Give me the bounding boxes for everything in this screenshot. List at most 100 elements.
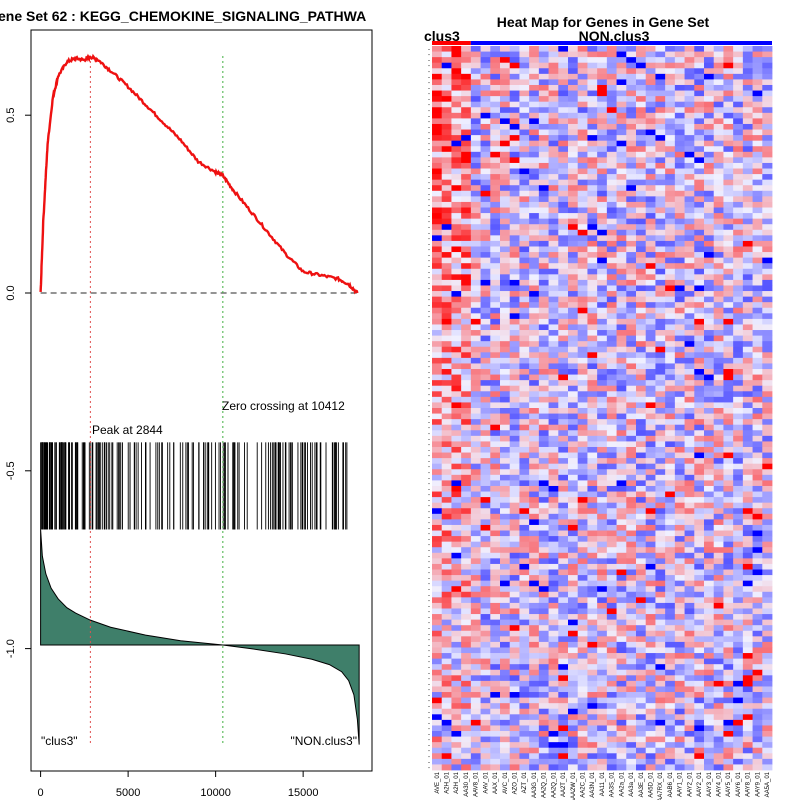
heatmap-cell [655, 497, 666, 504]
heatmap-cell [733, 313, 744, 320]
heatmap-cell [509, 274, 520, 281]
heatmap-cell [752, 252, 763, 259]
heatmap-cell [655, 502, 666, 509]
heatmap-cell [470, 497, 481, 504]
heatmap-cell [733, 252, 744, 259]
heatmap-cell [529, 497, 540, 504]
heatmap-cell [441, 725, 452, 732]
heatmap-cell [558, 758, 569, 765]
heatmap-cell [558, 179, 569, 186]
heatmap-cell [470, 491, 481, 498]
heatmap-cell [626, 207, 637, 214]
heatmap-cell [762, 602, 773, 609]
heatmap-cell [548, 224, 559, 231]
heatmap-cell [606, 263, 617, 270]
heatmap-cell [568, 190, 579, 197]
heatmap-cell [577, 731, 588, 737]
heatmap-cell [752, 224, 763, 231]
heatmap-cell [597, 274, 608, 281]
heatmap-cell [655, 196, 666, 203]
heatmap-cell [616, 619, 627, 626]
heatmap-cell [587, 391, 598, 398]
heatmap-cell [713, 396, 724, 403]
heatmap-cell [577, 369, 588, 375]
heatmap-cell [500, 157, 511, 164]
heatmap-cell [500, 151, 511, 158]
heatmap-cell [674, 207, 685, 214]
heatmap-cell [636, 419, 647, 426]
heatmap-cell [558, 463, 569, 470]
heatmap-cell [432, 380, 443, 387]
heatmap-cell [723, 318, 734, 325]
heatmap-cell [733, 396, 744, 403]
heatmap-cell [762, 558, 773, 565]
heatmap-cell [538, 185, 549, 192]
heatmap-cell [655, 96, 666, 103]
heatmap-cell [704, 90, 715, 97]
heatmap-cell [558, 201, 569, 208]
row-label: - [428, 303, 430, 309]
heatmap-cell [626, 268, 637, 275]
heatmap-cell [441, 240, 452, 247]
heatmap-cell [704, 196, 715, 203]
heatmap-cell [704, 268, 715, 275]
heatmap-cell [762, 441, 773, 448]
heatmap-cell [451, 485, 462, 492]
heatmap-cell [519, 257, 530, 264]
heatmap-cell [616, 658, 627, 665]
heatmap-cell [704, 107, 715, 114]
heatmap-cell [752, 686, 763, 693]
heatmap-cell [636, 653, 647, 660]
heatmap-cell [616, 79, 627, 86]
heatmap-cell [606, 235, 617, 242]
heatmap-cell [509, 653, 520, 660]
heatmap-cell [684, 374, 695, 381]
heatmap-cell [577, 753, 588, 760]
heatmap-cell [529, 201, 540, 208]
heatmap-cell [500, 474, 511, 481]
heatmap-cell [626, 669, 637, 676]
heatmap-cell [451, 112, 462, 119]
heatmap-cell [742, 135, 753, 142]
heatmap-cell [538, 229, 549, 236]
heatmap-cell [636, 57, 647, 64]
heatmap-cell [752, 530, 763, 537]
heatmap-cell [723, 474, 734, 481]
heatmap-cell [490, 129, 501, 136]
heatmap-cell [480, 302, 491, 309]
heatmap-cell [529, 146, 540, 153]
heatmap-cell [441, 625, 452, 632]
heatmap-cell [568, 112, 579, 119]
heatmap-cell [713, 352, 724, 359]
heatmap-cell [529, 742, 540, 749]
heatmap-cell [519, 135, 530, 142]
heatmap-cell [762, 719, 773, 726]
heatmap-cell [626, 135, 637, 142]
row-label: - [428, 326, 430, 332]
heatmap-cell [645, 190, 656, 197]
heatmap-cell [665, 524, 676, 531]
heatmap-cell [509, 385, 520, 392]
heatmap-cell [636, 346, 647, 353]
heatmap-cell [655, 201, 666, 208]
row-label: - [428, 164, 430, 170]
heatmap-cell [655, 218, 666, 225]
heatmap-cell [587, 719, 598, 726]
row-label: - [428, 220, 430, 226]
heatmap-cell [441, 458, 452, 465]
heatmap-cell [733, 335, 744, 342]
heatmap-cell [529, 725, 540, 732]
heatmap-cell [519, 146, 530, 153]
heatmap-cell [568, 207, 579, 214]
heatmap-cell [519, 625, 530, 632]
heatmap-cell [684, 408, 695, 414]
heatmap-cell [626, 413, 637, 420]
heatmap-cell [500, 79, 511, 86]
heatmap-cell [655, 764, 666, 771]
heatmap-cell [500, 536, 511, 543]
heatmap-cell [694, 174, 705, 181]
heatmap-cell [655, 742, 666, 749]
heatmap-cell [665, 513, 676, 520]
heatmap-cell [500, 408, 511, 414]
heatmap-cell [665, 602, 676, 609]
